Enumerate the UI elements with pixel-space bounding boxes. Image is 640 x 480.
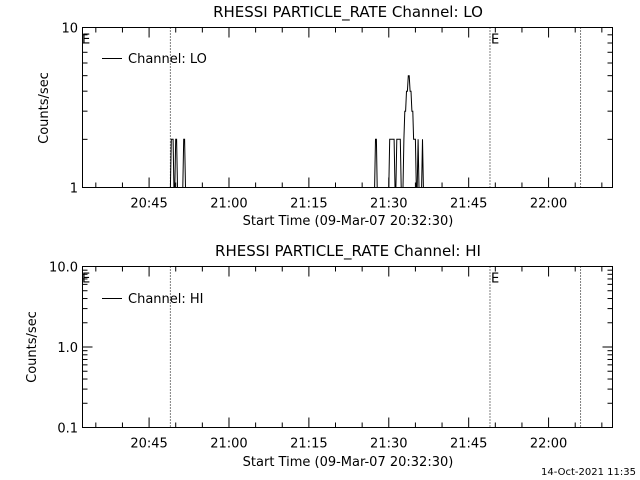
x-tick-label: 21:30 [370, 437, 407, 452]
chart-title: RHESSI PARTICLE_RATE Channel: LO [213, 3, 483, 22]
y-tick-label: 1 [70, 182, 78, 197]
x-tick-label: 22:00 [530, 197, 567, 212]
footer-timestamp: 14-Oct-2021 11:35 [541, 467, 636, 478]
plot-frame [82, 266, 613, 428]
x-tick-label: 20:45 [130, 437, 167, 452]
legend-label: Channel: HI [128, 292, 204, 307]
x-tick-label: 21:30 [370, 197, 407, 212]
x-axis-label: Start Time (09-Mar-07 20:32:30) [243, 214, 454, 229]
y-axis-label: Counts/sec [25, 311, 40, 383]
event-label: E [82, 33, 90, 48]
x-tick-label: 20:45 [130, 197, 167, 212]
series-line [169, 75, 444, 188]
x-tick-label: 21:15 [290, 437, 327, 452]
y-axis-label: Counts/sec [37, 72, 52, 144]
y-tick-label: 10 [61, 22, 78, 37]
x-tick-label: 22:00 [530, 437, 567, 452]
legend: Channel: LO [102, 52, 207, 67]
legend-label: Channel: LO [128, 52, 207, 67]
event-label: E [82, 272, 90, 287]
panel-lo: RHESSI PARTICLE_RATE Channel: LO Counts/… [37, 3, 613, 229]
panel-hi: RHESSI PARTICLE_RATE Channel: HI Counts/… [25, 242, 613, 470]
plot-frame [82, 27, 613, 188]
series-group [169, 75, 444, 188]
y-tick-label: 0.1 [57, 422, 78, 437]
x-tick-label: 21:00 [210, 197, 247, 212]
x-axis-label: Start Time (09-Mar-07 20:32:30) [243, 455, 454, 470]
legend: Channel: HI [102, 292, 204, 307]
x-tick-label: 21:15 [290, 197, 327, 212]
x-ticks: 20:45 21:00 21:15 21:30 21:45 22:00 [95, 27, 603, 212]
y-tick-label: 10.0 [49, 261, 78, 276]
x-ticks: 20:45 21:00 21:15 21:30 21:45 22:00 [95, 266, 603, 452]
x-tick-label: 21:45 [450, 197, 487, 212]
y-tick-label: 1.0 [57, 341, 78, 356]
event-label: E [491, 33, 499, 48]
y-ticks: 0.1 1.0 10.0 [49, 261, 613, 437]
chart-title: RHESSI PARTICLE_RATE Channel: HI [215, 242, 481, 261]
x-tick-label: 21:45 [450, 437, 487, 452]
event-label: E [491, 272, 499, 287]
y-ticks: 1 10 [61, 22, 613, 197]
x-tick-label: 21:00 [210, 437, 247, 452]
